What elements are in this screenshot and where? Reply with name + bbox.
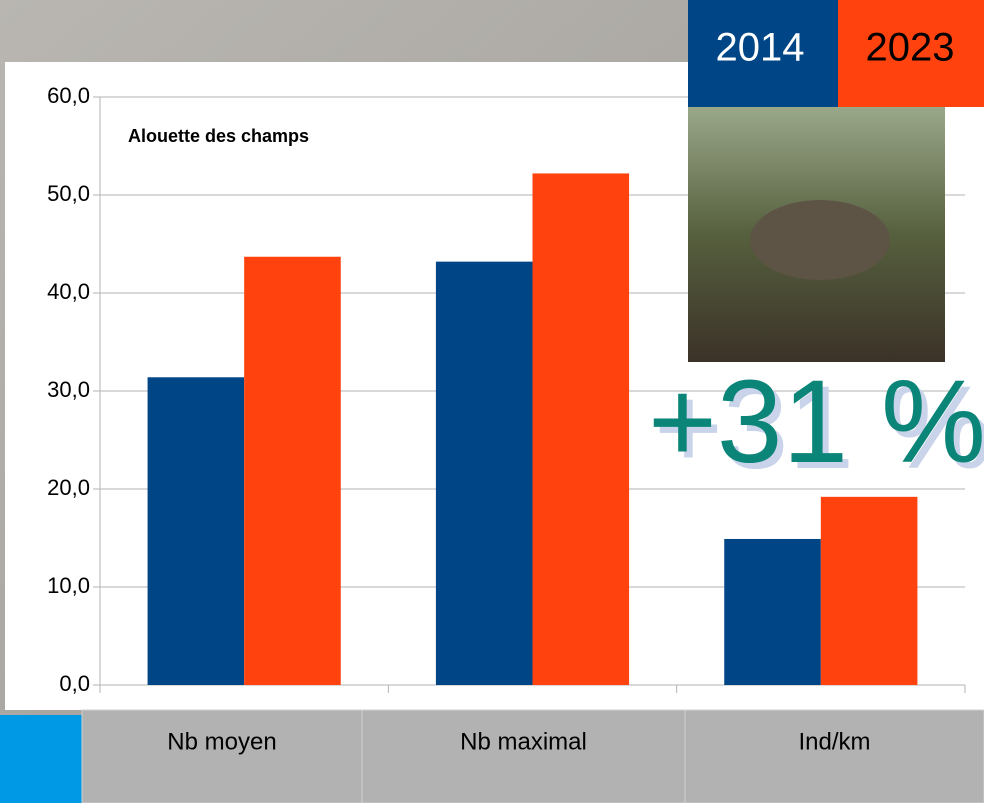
bird-shape xyxy=(750,200,890,280)
bar xyxy=(724,538,821,685)
y-tick-label: 40,0 xyxy=(47,279,90,304)
category-cell xyxy=(81,709,363,804)
legend-label: 2014 xyxy=(716,26,805,70)
y-tick-label: 0,0 xyxy=(59,671,90,696)
y-tick-label: 50,0 xyxy=(47,181,90,206)
legend-label: 2023 xyxy=(866,26,955,70)
bar xyxy=(147,377,245,685)
chart-title: Alouette des champs xyxy=(128,126,309,146)
annotation-shadow: +31 % xyxy=(654,362,984,494)
category-cell xyxy=(684,709,984,804)
y-tick-label: 60,0 xyxy=(47,83,90,108)
table-corner xyxy=(0,715,82,803)
bar xyxy=(820,496,918,685)
x-tick-label: Ind/km xyxy=(798,728,870,755)
x-tick-label: Nb moyen xyxy=(167,728,276,755)
legend-swatch xyxy=(838,0,984,107)
annotation: +31 % xyxy=(648,356,984,488)
y-tick-label: 10,0 xyxy=(47,573,90,598)
category-cell xyxy=(361,709,686,804)
legend-swatch xyxy=(688,0,838,107)
bar xyxy=(532,173,630,685)
y-tick-label: 20,0 xyxy=(47,475,90,500)
x-tick-label: Nb maximal xyxy=(460,728,587,755)
bar xyxy=(244,256,341,685)
bar xyxy=(435,261,533,685)
y-tick-label: 30,0 xyxy=(47,377,90,402)
